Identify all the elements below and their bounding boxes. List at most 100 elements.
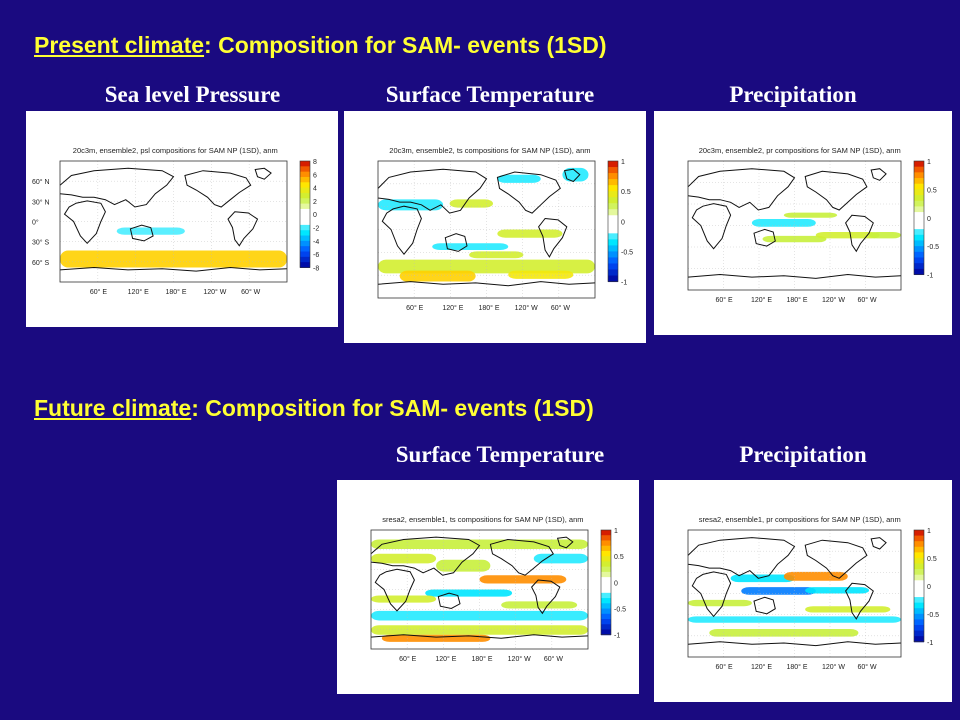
anomaly-region bbox=[783, 212, 838, 218]
lon-tick-label: 120° E bbox=[128, 288, 149, 296]
lon-tick-label: 60° W bbox=[551, 304, 571, 312]
map-figure: sresa2, ensemble1, pr compositions for S… bbox=[687, 515, 939, 671]
colorbar: 1 0.5 0 -0.5 -1 bbox=[600, 528, 626, 640]
world-map bbox=[687, 529, 902, 658]
lat-tick-label: 30° N bbox=[32, 198, 50, 206]
anomaly-region bbox=[741, 587, 816, 595]
lon-tick-label: 120° E bbox=[751, 663, 772, 671]
coastline bbox=[687, 537, 796, 579]
lon-tick-label: 120° W bbox=[515, 304, 538, 312]
anomaly-region bbox=[469, 251, 524, 259]
lon-tick-label: 120° W bbox=[508, 655, 531, 663]
anomaly-region bbox=[371, 553, 437, 564]
present-climate-label: Present climate bbox=[34, 32, 205, 58]
colorbar-tick-label: -0.5 bbox=[927, 244, 939, 251]
map-title: sresa2, ensemble1, pr compositions for S… bbox=[699, 515, 901, 524]
future-climate-rest: : Composition for SAM- events (1SD) bbox=[191, 395, 594, 421]
anomaly-region bbox=[533, 553, 588, 564]
coastline bbox=[687, 641, 902, 647]
anomaly-region bbox=[116, 227, 185, 235]
colorbar-tick-label: 0 bbox=[313, 212, 317, 219]
lon-tick-label: 180° E bbox=[472, 655, 493, 663]
coastline bbox=[753, 596, 776, 615]
lon-tick-label: 60° W bbox=[858, 296, 878, 304]
colorbar-tick-label: 4 bbox=[313, 186, 317, 193]
colorbar-tick-label: -0.5 bbox=[621, 249, 633, 256]
anomaly-region bbox=[497, 174, 541, 183]
lon-tick-label: 120° W bbox=[822, 663, 845, 671]
lat-tick-label: 0° bbox=[32, 219, 39, 227]
future-climate-label: Future climate bbox=[34, 395, 192, 421]
anomaly-region bbox=[497, 229, 563, 238]
lon-tick-label: 60° E bbox=[90, 288, 108, 296]
world-map bbox=[377, 160, 596, 299]
map-title: sresa2, ensemble1, ts compositions for S… bbox=[382, 515, 583, 524]
map-figure: 20c3m, ensemble2, pr compositions for SA… bbox=[687, 146, 939, 304]
map-panel-pr-future: sresa2, ensemble1, pr compositions for S… bbox=[654, 480, 952, 702]
colorbar: 1 0.5 0 -0.5 -1 bbox=[607, 159, 633, 287]
lon-tick-label: 120° W bbox=[203, 288, 226, 296]
coastline bbox=[870, 168, 887, 181]
lon-tick-label: 60° W bbox=[858, 663, 878, 671]
anomaly-region bbox=[508, 270, 574, 279]
anomaly-region bbox=[869, 231, 901, 239]
colorbar-tick-label: -1 bbox=[927, 273, 933, 280]
colorbar-tick-label: 0 bbox=[621, 219, 625, 226]
anomaly-region bbox=[562, 167, 589, 182]
lon-tick-label: 60° W bbox=[241, 288, 261, 296]
future-climate-heading: Future climate: Composition for SAM- eve… bbox=[34, 395, 594, 422]
coastline bbox=[377, 281, 596, 287]
world-map bbox=[687, 160, 902, 291]
lon-tick-label: 180° E bbox=[479, 304, 500, 312]
col-title-slp: Sea level Pressure bbox=[104, 82, 281, 107]
anomaly-region bbox=[381, 634, 491, 642]
colorbar-tick-label: -1 bbox=[614, 633, 620, 640]
map-figure: 20c3m, ensemble2, psl compositions for S… bbox=[32, 146, 319, 296]
coastline bbox=[254, 167, 272, 180]
coastline bbox=[377, 168, 488, 214]
lon-tick-label: 120° E bbox=[751, 296, 772, 304]
colorbar-tick-label: -6 bbox=[313, 252, 319, 259]
coastline bbox=[845, 582, 874, 620]
coastline bbox=[845, 214, 874, 253]
coastline bbox=[691, 571, 732, 618]
map-title: 20c3m, ensemble2, pr compositions for SA… bbox=[699, 146, 901, 155]
colorbar: 8 6 4 2 0 -2 -4 -6 -8 bbox=[299, 159, 319, 272]
coastline bbox=[538, 217, 568, 258]
colorbar-tick-label: 1 bbox=[621, 159, 625, 166]
coastline bbox=[437, 592, 461, 610]
coastline bbox=[804, 170, 868, 211]
colorbar-tick-label: 2 bbox=[313, 199, 317, 206]
lon-tick-label: 120° W bbox=[822, 296, 845, 304]
colorbar-tick-label: 1 bbox=[927, 159, 931, 166]
anomaly-region bbox=[399, 270, 476, 282]
anomaly-region bbox=[479, 575, 567, 584]
colorbar-tick-label: -0.5 bbox=[614, 607, 626, 614]
anomaly-region bbox=[783, 571, 848, 581]
lon-tick-label: 120° E bbox=[435, 655, 456, 663]
coastline bbox=[556, 536, 574, 549]
coastline bbox=[687, 273, 902, 279]
colorbar-tick-label: 6 bbox=[313, 172, 317, 179]
lat-tick-label: 30° S bbox=[32, 239, 50, 247]
colorbar-tick-label: 0 bbox=[927, 216, 931, 223]
map-figure: 20c3m, ensemble2, ts compositions for SA… bbox=[377, 146, 633, 312]
anomaly-region bbox=[805, 606, 891, 613]
coastline bbox=[496, 171, 561, 214]
coastline bbox=[753, 228, 776, 247]
coastline bbox=[59, 266, 288, 272]
anomaly-region bbox=[432, 243, 509, 251]
coastline bbox=[370, 634, 589, 639]
col-title-ts: Surface Temperature bbox=[385, 82, 595, 107]
lon-tick-label: 120° E bbox=[442, 304, 463, 312]
world-map bbox=[59, 160, 288, 283]
map-figure: sresa2, ensemble1, ts compositions for S… bbox=[370, 515, 626, 663]
colorbar-tick-label: -1 bbox=[927, 640, 933, 647]
colorbar-tick-label: 0.5 bbox=[621, 189, 631, 196]
lon-tick-label: 180° E bbox=[787, 296, 808, 304]
anomaly-region bbox=[815, 231, 880, 239]
coastline bbox=[804, 539, 868, 579]
colorbar-tick-label: -4 bbox=[313, 239, 319, 246]
colorbar-tick-label: 0.5 bbox=[614, 554, 624, 561]
coastline bbox=[381, 205, 422, 256]
